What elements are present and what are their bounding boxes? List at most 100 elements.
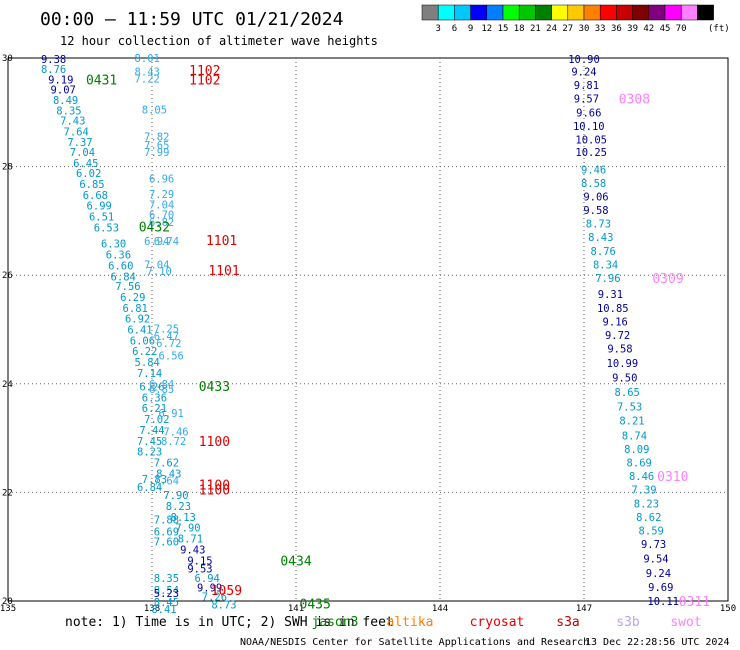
pass-time-label: 1059 [211,584,242,599]
y-tick-label: 24 [2,380,13,390]
wave-height-label: 7.25 [154,323,179,335]
wave-height-label: 7.82 [144,132,169,144]
wave-height-label: 7.99 [144,147,169,159]
satellite-legend-item: swot [670,615,701,630]
wave-height-label: 5.84 [135,357,160,369]
colorbar-label: 27 [562,24,573,34]
colorbar-swatch [583,4,601,21]
wave-height-label: 8.01 [135,53,160,65]
wave-height-label: 6.22 [132,346,157,358]
wave-height-label: 6.56 [159,351,184,363]
wave-height-label: 8.71 [178,534,203,546]
pass-time-label: 0435 [300,598,331,613]
y-tick-label: 22 [2,488,13,498]
wave-height-label: 7.90 [163,490,188,502]
wave-height-label: 6.68 [83,190,108,202]
pass-time-label: 1100 [199,484,230,499]
y-tick-label: 26 [2,271,13,281]
x-tick-label: 135 [0,604,16,614]
wave-height-label: 8.58 [581,178,606,190]
wave-height-label: 6.36 [142,392,167,404]
wave-height-label: 8.65 [615,387,640,399]
wave-height-label: 6.92 [125,314,150,326]
pass-time-label: 1100 [199,478,230,493]
colorbar-swatch [502,4,520,21]
wave-height-label: 7.56 [115,281,140,293]
wave-height-label: 9.57 [574,94,599,106]
colorbar-label: 30 [579,24,590,34]
wave-height-label: 8.72 [161,436,186,448]
wave-height-label: 6.82 [149,217,174,229]
colorbar-label: 36 [611,24,622,34]
satellite-legend-item: cryosat [470,615,525,630]
wave-height-label: 9.58 [583,205,608,217]
colorbar-label: 70 [676,24,687,34]
wave-height-label: 7.45 [137,436,162,448]
colorbar-swatch [535,4,552,21]
satellite-legend: jason3 altika cryosat s3a s3b swot [312,615,702,630]
wave-height-label: 6.84 [137,482,162,494]
colorbar-swatch [648,4,666,21]
colorbar-label: 18 [514,24,525,34]
wave-height-label: 7.53 [617,402,642,414]
x-tick-label: 141 [288,604,304,614]
colorbar-swatch [680,4,698,21]
pass-time-label: 0431 [86,74,117,89]
wave-height-label: 7.22 [135,74,160,86]
wave-height-label: 10.10 [573,121,605,133]
wave-height-label: 7.37 [67,137,92,149]
chart-subtitle: 12 hour collection of altimeter wave hei… [60,34,378,48]
pass-time-label: 0432 [139,220,170,235]
wave-height-label: 9.43 [180,544,205,556]
satellite-legend-item: s3a [556,615,579,630]
colorbar-swatch [486,4,504,21]
wave-height-label: 10.05 [575,134,607,146]
footer-note: note: 1) Time is in UTC; 2) SWH is in fe… [65,615,394,630]
wave-height-label: 6.29 [120,292,145,304]
colorbar-label: 45 [660,24,671,34]
wave-height-label: 6.45 [73,158,98,170]
x-tick-label: 144 [432,604,448,614]
wave-height-label: 6.72 [156,338,181,350]
wave-height-label: 7.44 [139,425,164,437]
pass-time-label: 1101 [206,234,237,249]
colorbar-swatch [616,4,633,21]
footer-credit: NOAA/NESDIS Center for Satellite Applica… [240,637,589,648]
wave-height-label: 8.05 [142,105,167,117]
wave-height-label: 8.62 [636,512,661,524]
colorbar-swatch [551,4,569,21]
wave-height-label: 7.14 [137,368,162,380]
wave-height-label: 9.73 [641,539,666,551]
pass-time-label: 0310 [657,470,688,485]
wave-height-label: 8.23 [634,498,659,510]
wave-height-label: 6.06 [130,335,155,347]
wave-height-label: 10.99 [607,358,639,370]
satellite-legend-item: jason3 [312,615,359,630]
wave-height-label: 8.23 [137,447,162,459]
wave-height-label: 8.23 [166,501,191,513]
wave-height-label: 8.46 [629,471,654,483]
wave-height-label: 6.85 [79,179,104,191]
colorbar-label: 42 [643,24,654,34]
pass-time-label: 1101 [208,264,239,279]
y-tick-label: 20 [2,597,13,607]
wave-height-label: 6.30 [101,239,126,251]
wave-height-label: 7.83 [142,474,167,486]
wave-height-label: 7.39 [631,485,656,497]
colorbar-swatch [421,4,439,21]
wave-height-label: 6.94 [195,573,220,585]
wave-height-label: 6.26 [139,382,164,394]
colorbar-swatch [664,4,682,21]
wave-height-label: 7.60 [154,536,179,548]
pass-time-label: 0311 [679,595,710,610]
wave-height-label: 6.91 [159,408,184,420]
pass-time-label: 1102 [189,74,220,89]
wave-height-label: 7.04 [144,259,169,271]
x-tick-label: 138 [144,604,160,614]
colorbar-swatch [470,4,488,21]
wave-height-label: 9.99 [197,582,222,594]
wave-height-label: 7.10 [147,266,172,278]
wave-height-label: 6.81 [123,303,148,315]
